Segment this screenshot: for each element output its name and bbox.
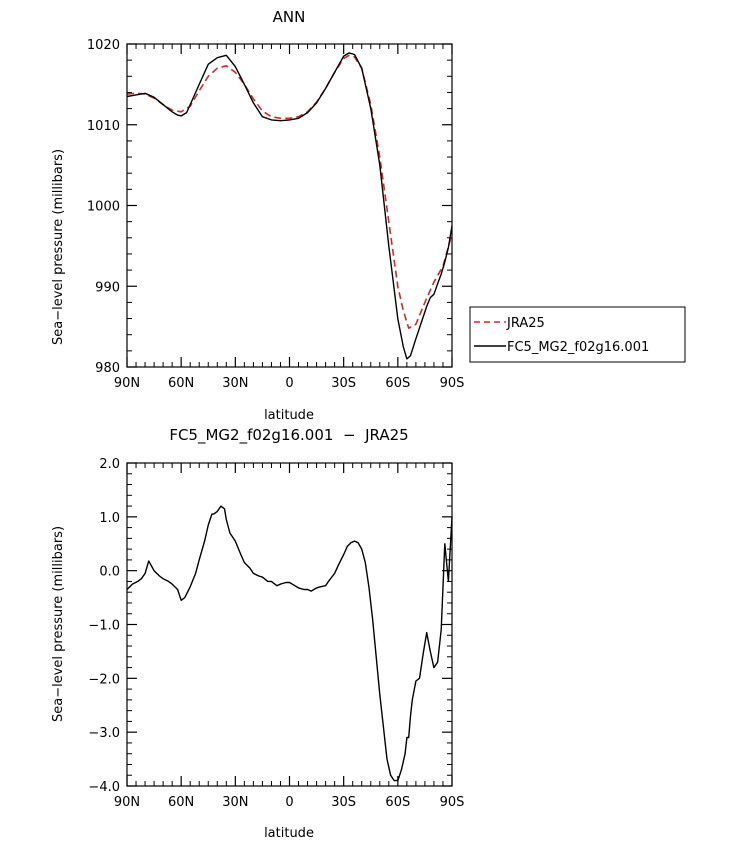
bottom-y-tick-label: −3.0 <box>88 726 120 741</box>
bottom-x-tick-label: 0 <box>285 795 293 810</box>
bottom-series-line-difference <box>126 505 453 782</box>
bottom-x-tick-label: 30S <box>331 795 356 810</box>
top-plot-frame <box>126 43 453 368</box>
top-series-line-jra25 <box>126 54 453 330</box>
top-panel: ANN Sea−level pressure (millibars) latit… <box>51 8 464 423</box>
top-y-tick-label: 1000 <box>87 200 120 215</box>
legend-label-fc5: FC5_MG2_f02g16.001 <box>507 340 649 355</box>
bottom-y-tick-label: 2.0 <box>99 457 120 472</box>
top-y-tick-label: 1020 <box>87 38 120 53</box>
top-ticks: 90N 60N 30N 0 30S 60S 90S 980 990 1000 1010 1020 <box>87 38 464 391</box>
bottom-x-tick-label: 60N <box>168 795 194 810</box>
bottom-chart-title: FC5_MG2_f02g16.001 − JRA25 <box>169 426 408 445</box>
top-y-tick-label: 990 <box>95 280 120 295</box>
bottom-y-tick-label: 1.0 <box>99 511 120 526</box>
bottom-y-tick-label: −4.0 <box>88 780 120 795</box>
top-x-tick-label: 90N <box>114 376 140 391</box>
top-series-layer <box>126 52 453 360</box>
bottom-x-axis-label: latitude <box>264 826 314 841</box>
bottom-plot-frame <box>126 462 453 787</box>
top-y-tick-label: 1010 <box>87 119 120 134</box>
top-x-tick-label: 30N <box>222 376 248 391</box>
top-x-tick-label: 60S <box>385 376 410 391</box>
bottom-series-layer <box>126 505 453 782</box>
bottom-y-axis-label: Sea−level pressure (millibars) <box>51 526 66 722</box>
bottom-ticks: 90N 60N 30N 0 30S 60S 90S −4.0 −3.0 −2.0 −1.0 0.0 1.… <box>88 457 464 810</box>
top-x-axis-label: latitude <box>264 408 314 423</box>
bottom-y-tick-label: −1.0 <box>88 619 120 634</box>
top-x-tick-label: 30S <box>331 376 356 391</box>
top-x-tick-label: 0 <box>285 376 293 391</box>
top-y-axis-label: Sea−level pressure (millibars) <box>51 149 66 345</box>
bottom-x-tick-label: 60S <box>385 795 410 810</box>
bottom-x-tick-label: 30N <box>222 795 248 810</box>
bottom-y-tick-label: 0.0 <box>99 565 120 580</box>
bottom-x-tick-label: 90N <box>114 795 140 810</box>
top-x-tick-label: 90S <box>440 376 465 391</box>
top-series-line-fc5-mg2-f02g16-001 <box>126 52 453 360</box>
legend: JRA25 FC5_MG2_f02g16.001 <box>469 306 686 363</box>
bottom-y-tick-label: −2.0 <box>88 672 120 687</box>
bottom-panel: FC5_MG2_f02g16.001 − JRA25 Sea−level pre… <box>51 426 464 841</box>
bottom-x-tick-label: 90S <box>440 795 465 810</box>
legend-label-jra25: JRA25 <box>506 316 545 331</box>
top-chart-title: ANN <box>273 8 306 26</box>
legend-box <box>469 306 686 363</box>
top-x-tick-label: 60N <box>168 376 194 391</box>
top-y-tick-label: 980 <box>95 361 120 376</box>
